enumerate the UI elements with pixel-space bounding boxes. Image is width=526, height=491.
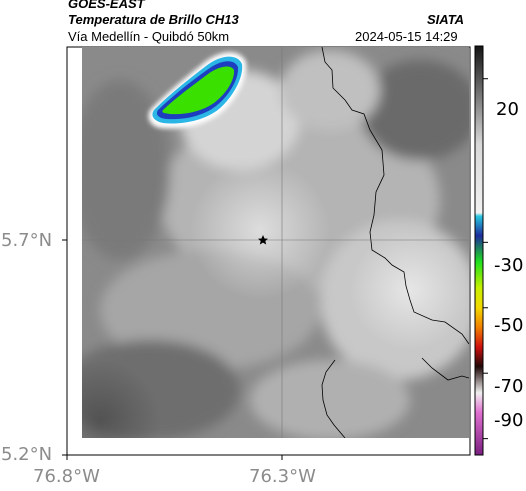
lat-label-bottom: 5.2°N bbox=[1, 444, 53, 465]
colorbar bbox=[474, 45, 488, 456]
colorbar-tick-label: -30 bbox=[494, 255, 524, 276]
lon-label-left: 76.8°W bbox=[33, 466, 100, 487]
border-line bbox=[321, 47, 469, 345]
cold-cloud-core bbox=[148, 52, 247, 129]
colorbar-tick-label: -90 bbox=[494, 410, 524, 431]
colorbar-tick-label: -50 bbox=[494, 315, 524, 336]
agency-label: SIATA bbox=[427, 12, 465, 27]
route-subtitle: Vía Medellín - Quibdó 50km bbox=[68, 29, 230, 44]
satellite-title: GOES-EAST bbox=[68, 0, 145, 11]
lat-label-top: 5.7°N bbox=[1, 230, 53, 251]
border-line bbox=[321, 359, 346, 438]
datetime-label: 2024-05-15 14:29 bbox=[355, 29, 458, 44]
lon-label-center: 76.3°W bbox=[249, 466, 316, 487]
border-line bbox=[421, 357, 469, 381]
colorbar-tick-label: -70 bbox=[494, 376, 524, 397]
product-title: Temperatura de Brillo CH13 bbox=[68, 12, 239, 27]
star-icon bbox=[258, 235, 268, 245]
colorbar-gradient bbox=[474, 45, 484, 456]
colorbar-tick-label: 20 bbox=[496, 99, 519, 120]
